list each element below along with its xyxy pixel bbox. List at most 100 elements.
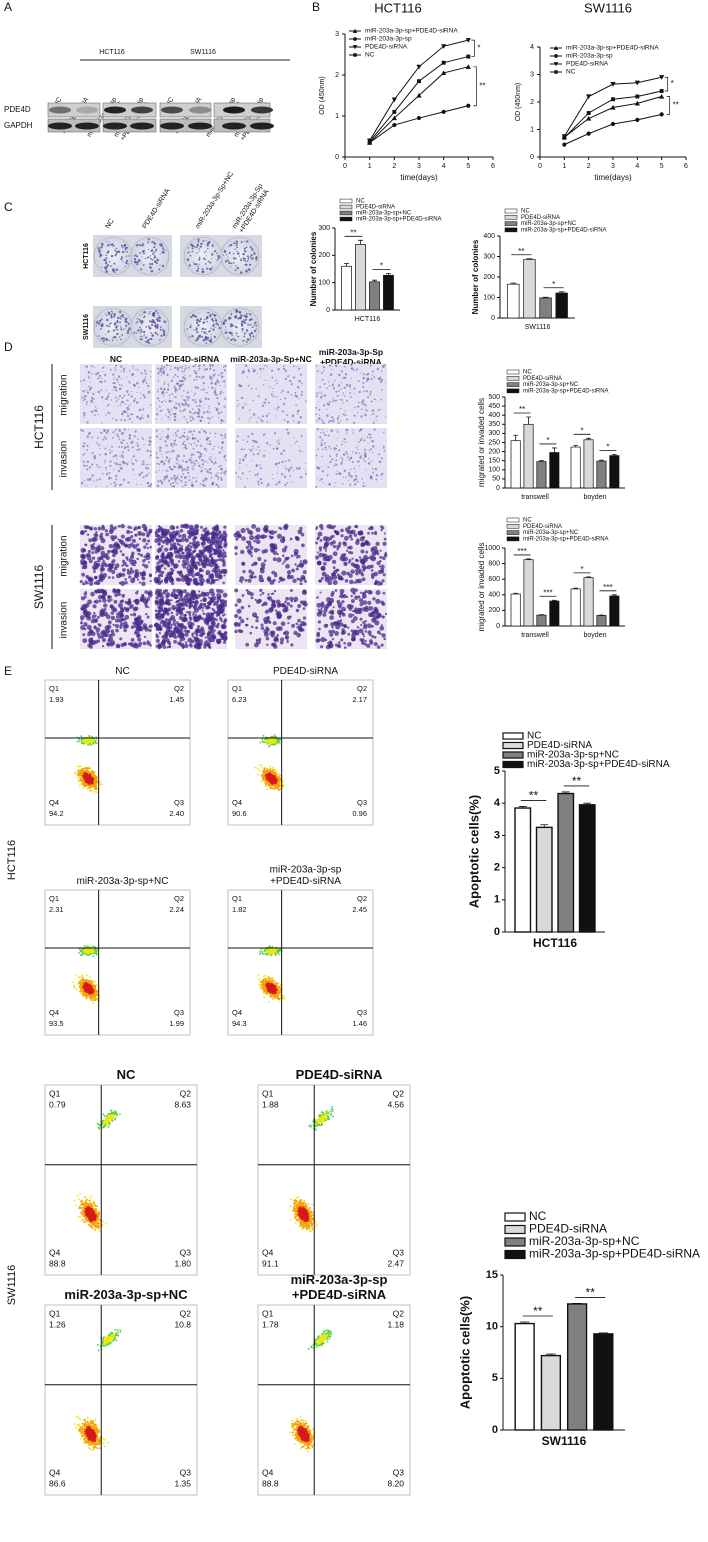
colony bbox=[105, 270, 108, 273]
cell bbox=[137, 579, 139, 581]
flow-event bbox=[91, 774, 93, 776]
flow-event bbox=[74, 772, 76, 774]
cell bbox=[277, 473, 278, 474]
cell bbox=[267, 593, 269, 595]
cell bbox=[185, 481, 187, 483]
cell bbox=[287, 570, 291, 574]
cell bbox=[330, 448, 332, 450]
cell bbox=[167, 529, 169, 531]
cell bbox=[196, 477, 197, 478]
cell bbox=[321, 419, 323, 421]
cell bbox=[155, 613, 159, 617]
cell bbox=[111, 483, 112, 484]
cell bbox=[333, 545, 336, 548]
cell bbox=[221, 607, 223, 609]
colony bbox=[236, 243, 238, 245]
cell bbox=[280, 392, 281, 393]
colony bbox=[101, 325, 102, 326]
cell bbox=[328, 630, 331, 633]
colony bbox=[219, 327, 221, 329]
cell bbox=[190, 457, 192, 459]
cell bbox=[143, 476, 145, 478]
cell bbox=[87, 461, 89, 463]
cell bbox=[189, 476, 191, 478]
cell bbox=[353, 422, 355, 424]
cell bbox=[99, 535, 102, 538]
cell bbox=[218, 402, 219, 403]
cell bbox=[114, 462, 115, 463]
cell bbox=[247, 579, 251, 583]
cell bbox=[214, 550, 217, 553]
cell bbox=[180, 476, 182, 478]
cell bbox=[246, 624, 249, 627]
cell bbox=[333, 447, 335, 449]
colony bbox=[163, 252, 165, 254]
cell bbox=[366, 374, 368, 376]
cell bbox=[182, 469, 184, 471]
cell bbox=[205, 392, 206, 393]
cell bbox=[197, 451, 199, 453]
cell bbox=[276, 396, 277, 397]
cell bbox=[84, 480, 85, 481]
cell bbox=[89, 466, 91, 468]
cell bbox=[323, 404, 325, 406]
cell bbox=[218, 413, 220, 415]
cell bbox=[196, 628, 200, 632]
colony bbox=[252, 255, 253, 256]
cell bbox=[122, 451, 124, 453]
cell bbox=[253, 453, 255, 455]
cell bbox=[321, 439, 323, 441]
cell bbox=[338, 417, 339, 418]
cell bbox=[121, 564, 123, 566]
cell bbox=[247, 540, 251, 544]
colony bbox=[105, 257, 107, 259]
cell bbox=[86, 401, 88, 403]
cell bbox=[346, 549, 348, 551]
cell bbox=[352, 429, 353, 430]
cell bbox=[91, 551, 94, 554]
cell bbox=[106, 642, 109, 645]
cell bbox=[250, 555, 252, 557]
cell bbox=[241, 536, 246, 541]
cell bbox=[132, 463, 134, 465]
cell bbox=[262, 405, 264, 407]
colony bbox=[116, 248, 118, 250]
cell bbox=[298, 398, 299, 399]
colony bbox=[240, 259, 242, 261]
cell bbox=[362, 386, 364, 388]
blot-row-label: PDE4D bbox=[4, 105, 31, 114]
cell bbox=[282, 548, 287, 553]
cell bbox=[249, 410, 250, 411]
colony bbox=[190, 244, 193, 247]
flow-event bbox=[92, 786, 94, 788]
cell bbox=[218, 466, 219, 467]
colony bbox=[197, 244, 198, 245]
colony bbox=[159, 268, 161, 270]
cell bbox=[259, 368, 261, 370]
colony bbox=[201, 336, 203, 338]
cell bbox=[111, 632, 115, 636]
cell bbox=[283, 368, 285, 370]
cell bbox=[365, 630, 368, 633]
cell bbox=[196, 634, 199, 637]
cell bbox=[237, 400, 239, 402]
flow-event bbox=[80, 735, 82, 737]
colony bbox=[150, 255, 151, 256]
colony bbox=[149, 257, 150, 258]
cell bbox=[360, 439, 362, 441]
cell bbox=[129, 434, 131, 436]
cell bbox=[260, 419, 262, 421]
cell bbox=[142, 538, 146, 542]
cell bbox=[92, 465, 93, 466]
cell bbox=[337, 431, 339, 433]
cell bbox=[164, 607, 167, 610]
cell bbox=[173, 435, 174, 436]
cell bbox=[205, 468, 207, 470]
cell bbox=[80, 580, 83, 583]
cell bbox=[91, 474, 93, 476]
cell bbox=[187, 544, 190, 547]
cell bbox=[258, 483, 260, 485]
colony bbox=[202, 240, 204, 242]
cell bbox=[168, 619, 171, 622]
cell bbox=[274, 590, 276, 592]
